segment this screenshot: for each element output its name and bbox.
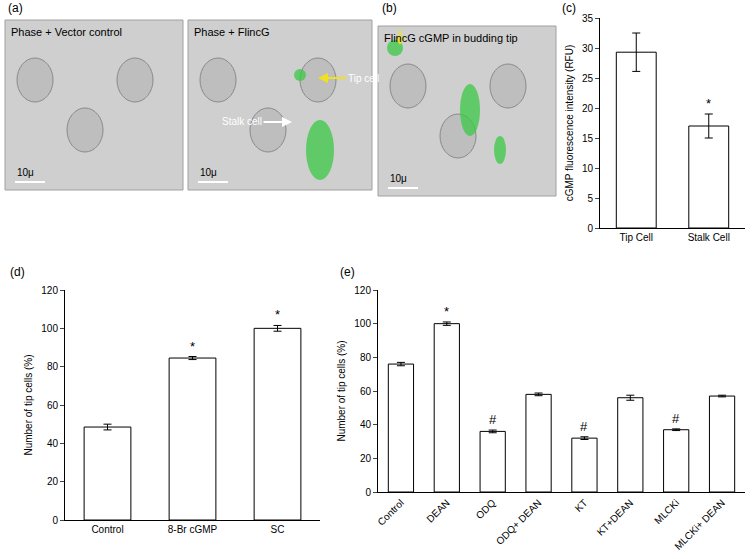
svg-text:100: 100 [41,323,58,334]
svg-text:Tip Cell: Tip Cell [619,232,653,243]
svg-text:10μ: 10μ [200,167,217,178]
svg-text:100: 100 [354,318,371,329]
svg-text:ODQ: ODQ [474,497,498,521]
svg-text:25: 25 [582,73,594,84]
svg-text:20: 20 [360,453,372,464]
svg-text:40: 40 [360,419,372,430]
svg-text:SC: SC [271,524,285,535]
svg-text:0: 0 [365,487,371,498]
svg-text:10μ: 10μ [17,167,34,178]
svg-text:Phase + FlincG: Phase + FlincG [194,26,270,38]
svg-text:80: 80 [47,361,59,372]
svg-text:MLCKi+ DEAN: MLCKi+ DEAN [672,497,727,552]
svg-text:(b): (b) [382,1,397,15]
svg-text:30: 30 [582,43,594,54]
svg-text:Control: Control [375,497,406,528]
svg-text:120: 120 [354,285,371,296]
svg-text:20: 20 [47,476,59,487]
svg-text:(a): (a) [8,1,23,15]
svg-text:0: 0 [587,223,593,234]
svg-text:#: # [489,412,497,427]
svg-text:#: # [580,419,588,434]
svg-text:(e): (e) [340,265,355,279]
svg-text:cGMP fluorescence intensity (R: cGMP fluorescence intensity (RFU) [564,45,575,202]
svg-text:*: * [190,339,195,354]
svg-text:MLCKi: MLCKi [652,497,681,526]
svg-text:#: # [672,411,680,426]
svg-text:5: 5 [587,193,593,204]
svg-text:Phase + Vector control: Phase + Vector control [11,26,122,38]
svg-text:Tip cell: Tip cell [348,73,379,84]
svg-text:15: 15 [582,133,594,144]
svg-text:60: 60 [360,386,372,397]
svg-text:(d): (d) [10,265,25,279]
svg-text:KT+DEAN: KT+DEAN [595,497,636,538]
svg-text:Number of tip cells (%): Number of tip cells (%) [336,340,347,441]
svg-text:(c): (c) [562,1,576,15]
svg-text:60: 60 [47,400,59,411]
svg-text:20: 20 [582,103,594,114]
svg-text:FlincG cGMP in budding tip: FlincG cGMP in budding tip [384,32,518,44]
svg-text:*: * [444,304,449,319]
svg-text:35: 35 [582,13,594,24]
svg-text:*: * [706,96,711,111]
svg-text:Stalk Cell: Stalk Cell [688,232,730,243]
svg-text:10μ: 10μ [390,173,407,184]
svg-text:0: 0 [52,515,58,526]
svg-text:DEAN: DEAN [424,497,451,524]
svg-text:Stalk cell: Stalk cell [222,116,262,127]
svg-text:Number of tip cells (%): Number of tip cells (%) [23,354,34,455]
svg-text:*: * [275,307,280,322]
svg-text:Control: Control [91,524,123,535]
svg-text:120: 120 [41,285,58,296]
svg-text:KT: KT [573,497,590,514]
svg-text:10: 10 [582,163,594,174]
svg-text:80: 80 [360,352,372,363]
svg-text:ODQ+ DEAN: ODQ+ DEAN [494,497,544,547]
svg-text:8-Br cGMP: 8-Br cGMP [168,524,218,535]
svg-text:40: 40 [47,438,59,449]
